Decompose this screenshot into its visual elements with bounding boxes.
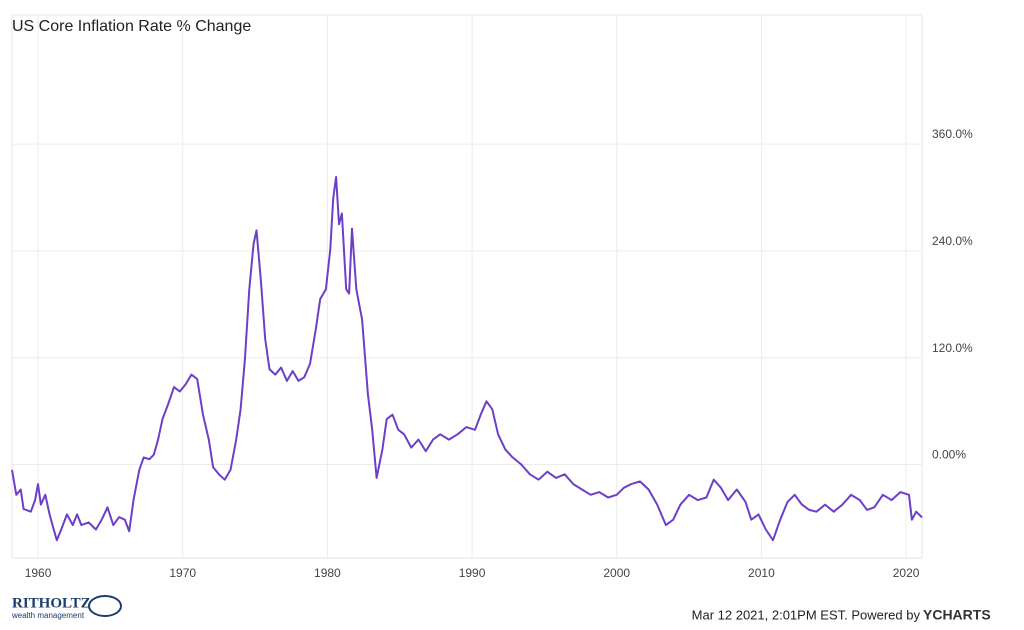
plot-frame bbox=[11, 14, 923, 559]
logo-text: RITHOLTZ bbox=[12, 595, 91, 611]
logo-icon bbox=[88, 595, 122, 617]
x-tick-label: 2000 bbox=[603, 566, 630, 580]
x-tick-label: 1980 bbox=[314, 566, 341, 580]
brand: YCHARTS bbox=[923, 607, 991, 623]
x-tick-label: 1960 bbox=[25, 566, 52, 580]
x-tick-label: 1970 bbox=[169, 566, 196, 580]
logo-subtext: wealth management bbox=[11, 611, 85, 620]
y-tick-label: 0.00% bbox=[932, 448, 966, 462]
line bbox=[11, 176, 923, 542]
x-tick-label: 1990 bbox=[459, 566, 486, 580]
y-tick-label: 240.0% bbox=[932, 234, 973, 248]
y-tick-label: 120.0% bbox=[932, 341, 973, 355]
value-label: -59.38% bbox=[936, 0, 981, 6]
x-tick-label: 2010 bbox=[748, 566, 775, 580]
source-text: Mar 12 2021, 2:01PM EST. Powered by bbox=[692, 607, 921, 622]
x-tick-label: 2020 bbox=[893, 566, 920, 580]
y-tick-label: 360.0% bbox=[932, 127, 973, 141]
chart-title: US Core Inflation Rate % Change bbox=[12, 18, 251, 35]
